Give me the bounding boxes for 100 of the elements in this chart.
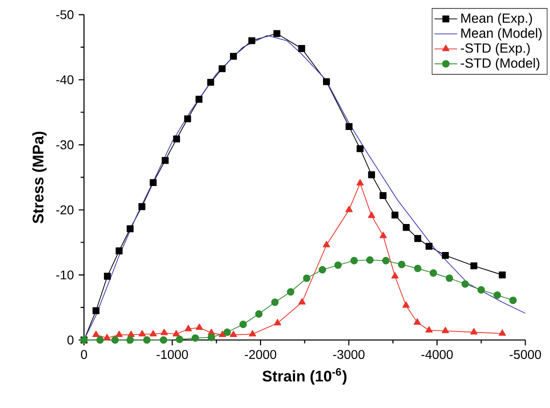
point (391, 272, 399, 278)
point (398, 260, 406, 268)
point (138, 203, 146, 210)
point (138, 330, 146, 336)
point (414, 235, 422, 242)
point (128, 330, 135, 338)
point (414, 318, 421, 325)
point (104, 272, 111, 280)
point (498, 271, 506, 278)
point (160, 336, 168, 344)
point (150, 330, 157, 336)
point (271, 298, 279, 306)
point (239, 320, 247, 328)
point (196, 96, 202, 103)
point (230, 330, 238, 338)
x-tick-label: -4000 (421, 350, 453, 359)
point (334, 261, 342, 269)
point (92, 330, 100, 338)
point (392, 212, 398, 219)
point (223, 328, 231, 336)
point (350, 256, 358, 264)
point (207, 78, 214, 86)
point (172, 330, 180, 336)
y-tick-label: 0 (67, 336, 74, 344)
point (192, 334, 200, 342)
point (286, 288, 294, 296)
point (302, 274, 310, 282)
point (248, 37, 256, 44)
point (425, 326, 433, 333)
y-tick-label: -20 (56, 205, 74, 214)
point (160, 328, 168, 336)
point (356, 145, 364, 152)
point (498, 329, 506, 336)
x-axis-title: Strain (10$^{-6}$) (262, 368, 346, 385)
legend-label: -STD (Exp.) (460, 43, 530, 56)
x-tick-label: 0 (80, 350, 88, 359)
point (402, 224, 410, 231)
point (345, 206, 353, 212)
point (366, 256, 374, 264)
point (380, 192, 386, 200)
point (184, 324, 192, 332)
point (126, 336, 134, 344)
point (323, 78, 330, 86)
point (116, 247, 123, 254)
point (426, 242, 432, 250)
point (103, 334, 111, 340)
y-axis-title: Stress (MPa) (32, 132, 47, 224)
point (346, 123, 353, 130)
point (162, 156, 169, 164)
point (298, 298, 306, 305)
point (414, 264, 422, 272)
point (184, 115, 192, 122)
point (248, 330, 256, 336)
point (255, 310, 263, 318)
y-tick-label: -30 (56, 140, 74, 150)
point (356, 179, 364, 186)
x-tick-label: -2000 (244, 350, 276, 359)
point (143, 336, 151, 344)
point (92, 307, 100, 314)
point (218, 65, 226, 72)
legend-label: -STD (Model) (460, 58, 540, 70)
point (430, 269, 438, 277)
legend-label: Mean (Exp.) (461, 13, 532, 26)
point (470, 328, 478, 334)
point (230, 52, 237, 60)
x-tick-label: -5000 (510, 350, 542, 359)
point (126, 225, 134, 232)
point (322, 240, 330, 248)
point (96, 336, 104, 344)
point (461, 280, 469, 288)
point (273, 30, 280, 37)
point (318, 266, 326, 274)
x-tick-label: -3000 (333, 350, 364, 359)
point (402, 301, 410, 308)
y-tick-label: -50 (56, 10, 74, 20)
point (509, 296, 517, 304)
point (298, 45, 306, 52)
point (442, 326, 449, 334)
point (470, 262, 478, 270)
point (208, 334, 216, 342)
point (150, 179, 157, 186)
point (382, 256, 390, 264)
y-tick-label: -10 (56, 270, 74, 280)
point (196, 324, 203, 330)
point (116, 330, 123, 338)
point (368, 212, 376, 218)
point (442, 252, 449, 259)
point (218, 330, 226, 338)
point (176, 336, 184, 344)
legend-label: Mean (Model) (461, 28, 542, 40)
point (477, 286, 485, 294)
point (274, 318, 282, 326)
point (368, 171, 376, 178)
point (446, 274, 454, 282)
point (494, 291, 501, 299)
point (173, 135, 180, 142)
point (111, 336, 119, 344)
x-tick-label: -1000 (156, 350, 188, 359)
y-tick-label: -40 (56, 75, 74, 84)
point (380, 232, 387, 238)
